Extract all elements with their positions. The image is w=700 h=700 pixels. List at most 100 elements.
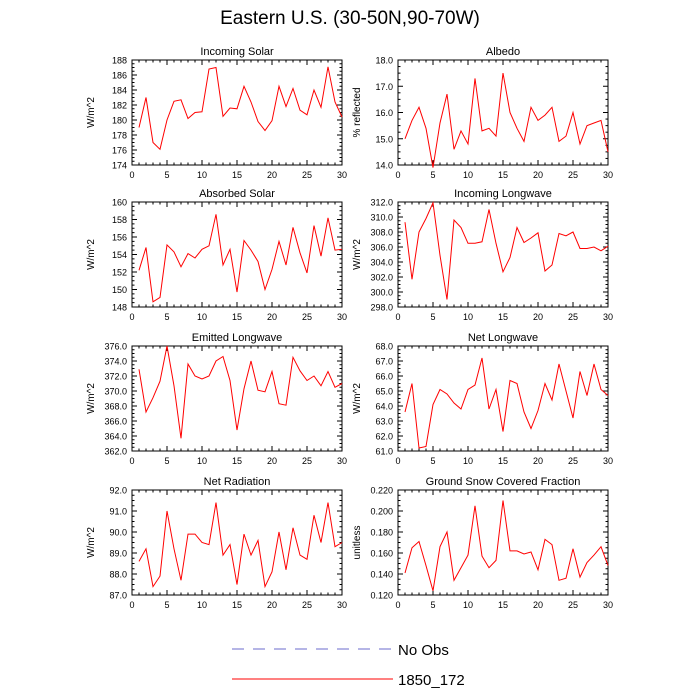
panel-title-absorbed-solar: Absorbed Solar [199,188,275,200]
series-line-incoming-solar [138,66,343,151]
y-tick-label-albedo: 16.0 [375,108,393,118]
y-tick-label-ground-snow-covered-fraction: 0.220 [370,486,393,496]
y-tick-label-net-radiation: 88.0 [109,570,127,580]
y-tick-label-net-radiation: 87.0 [109,591,127,601]
y-axis-label-albedo: % reflected [352,87,363,137]
x-tick-label-net-radiation: 25 [302,600,312,610]
x-tick-label-ground-snow-covered-fraction: 0 [395,600,400,610]
y-tick-label-emitted-longwave: 372.0 [104,372,127,382]
panel-frame-incoming-solar [131,59,343,166]
y-tick-label-albedo: 15.0 [375,134,393,144]
panel-title-albedo: Albedo [486,46,520,58]
y-tick-label-incoming-longwave: 308.0 [370,228,393,238]
y-tick-label-incoming-solar: 182 [112,101,127,111]
panel-incoming-solar: Incoming Solar 0 5 10 15 20 25 30 174 176 178 180 18… [86,46,347,180]
y-axis-label-net-radiation: W/m^2 [86,527,97,558]
y-tick-label-incoming-longwave: 302.0 [370,273,393,283]
y-tick-label-incoming-solar: 174 [112,161,127,171]
x-tick-label-ground-snow-covered-fraction: 25 [568,600,578,610]
series-line-absorbed-solar [138,214,343,303]
x-tick-label-net-longwave: 25 [568,456,578,466]
x-tick-label-albedo: 25 [568,170,578,180]
y-tick-label-net-radiation: 90.0 [109,528,127,538]
y-axis-label-emitted-longwave: W/m^2 [86,383,97,414]
y-tick-label-incoming-solar: 186 [112,71,127,81]
x-tick-label-albedo: 5 [430,170,435,180]
y-tick-label-incoming-longwave: 298.0 [370,303,393,313]
y-tick-label-absorbed-solar: 150 [112,285,127,295]
x-tick-label-incoming-solar: 30 [337,170,347,180]
x-tick-label-net-longwave: 10 [463,456,473,466]
y-tick-label-incoming-solar: 180 [112,116,127,126]
y-axis-label-incoming-solar: W/m^2 [86,97,97,128]
y-tick-label-ground-snow-covered-fraction: 0.180 [370,528,393,538]
y-tick-label-ground-snow-covered-fraction: 0.120 [370,591,393,601]
x-tick-label-net-longwave: 30 [603,456,613,466]
x-tick-label-albedo: 0 [395,170,400,180]
x-tick-label-incoming-solar: 20 [267,170,277,180]
y-tick-label-net-radiation: 91.0 [109,507,127,517]
y-tick-label-emitted-longwave: 370.0 [104,387,127,397]
y-tick-label-net-longwave: 62.0 [375,432,393,442]
panel-ground-snow-covered-fraction: Ground Snow Covered Fraction 0 5 10 15 20 25 30… [352,476,613,610]
series-line-incoming-longwave [404,200,609,300]
x-tick-label-incoming-longwave: 0 [395,312,400,322]
x-tick-label-absorbed-solar: 10 [197,312,207,322]
y-tick-label-emitted-longwave: 364.0 [104,432,127,442]
figure-title: Eastern U.S. (30-50N,90-70W) [220,8,480,29]
y-tick-label-ground-snow-covered-fraction: 0.140 [370,570,393,580]
y-tick-label-net-longwave: 68.0 [375,342,393,352]
y-tick-label-emitted-longwave: 368.0 [104,402,127,412]
x-tick-label-absorbed-solar: 20 [267,312,277,322]
y-tick-label-incoming-solar: 176 [112,146,127,156]
y-tick-label-albedo: 14.0 [375,161,393,171]
y-tick-label-incoming-longwave: 304.0 [370,258,393,268]
series-line-ground-snow-covered-fraction [404,500,609,591]
series-line-net-longwave [404,357,609,449]
panel-title-ground-snow-covered-fraction: Ground Snow Covered Fraction [426,476,581,488]
y-tick-label-emitted-longwave: 366.0 [104,417,127,427]
x-tick-label-net-radiation: 20 [267,600,277,610]
y-tick-label-net-longwave: 64.0 [375,402,393,412]
y-tick-label-ground-snow-covered-fraction: 0.160 [370,549,393,559]
panel-title-emitted-longwave: Emitted Longwave [192,332,283,344]
x-tick-label-albedo: 10 [463,170,473,180]
x-tick-label-net-radiation: 10 [197,600,207,610]
panel-title-incoming-solar: Incoming Solar [200,46,274,58]
x-tick-label-emitted-longwave: 10 [197,456,207,466]
y-tick-label-incoming-longwave: 306.0 [370,243,393,253]
y-tick-label-absorbed-solar: 148 [112,303,127,313]
x-tick-label-ground-snow-covered-fraction: 15 [498,600,508,610]
y-tick-label-ground-snow-covered-fraction: 0.200 [370,507,393,517]
y-tick-label-emitted-longwave: 374.0 [104,357,127,367]
x-tick-label-absorbed-solar: 15 [232,312,242,322]
y-tick-label-net-longwave: 67.0 [375,357,393,367]
x-tick-label-net-radiation: 5 [164,600,169,610]
x-tick-label-emitted-longwave: 0 [129,456,134,466]
x-tick-label-incoming-solar: 5 [164,170,169,180]
y-tick-label-net-radiation: 92.0 [109,486,127,496]
y-tick-label-incoming-solar: 188 [112,56,127,66]
y-axis-label-net-longwave: W/m^2 [352,383,363,414]
panel-absorbed-solar: Absorbed Solar 0 5 10 15 20 25 30 148 150 152 154 15… [86,188,347,322]
panel-incoming-longwave: Incoming Longwave 0 5 10 15 20 25 30 298.0 300.0 3… [352,188,613,322]
x-tick-label-albedo: 20 [533,170,543,180]
y-tick-label-net-longwave: 63.0 [375,417,393,427]
panel-albedo: Albedo 0 5 10 15 20 25 30 14.0 15.0 16.0 17.0 18.0 % … [352,46,613,180]
x-tick-label-net-longwave: 0 [395,456,400,466]
y-tick-label-net-radiation: 89.0 [109,549,127,559]
x-tick-label-incoming-longwave: 20 [533,312,543,322]
x-tick-label-incoming-solar: 0 [129,170,134,180]
x-tick-label-incoming-solar: 15 [232,170,242,180]
x-tick-label-albedo: 30 [603,170,613,180]
y-tick-label-net-longwave: 66.0 [375,372,393,382]
x-tick-label-incoming-longwave: 25 [568,312,578,322]
panel-emitted-longwave: Emitted Longwave 0 5 10 15 20 25 30 362.0 364.0 36… [86,332,347,466]
x-tick-label-emitted-longwave: 30 [337,456,347,466]
x-tick-label-incoming-longwave: 30 [603,312,613,322]
y-tick-label-absorbed-solar: 158 [112,215,127,225]
series-line-albedo [404,73,609,168]
x-tick-label-ground-snow-covered-fraction: 30 [603,600,613,610]
